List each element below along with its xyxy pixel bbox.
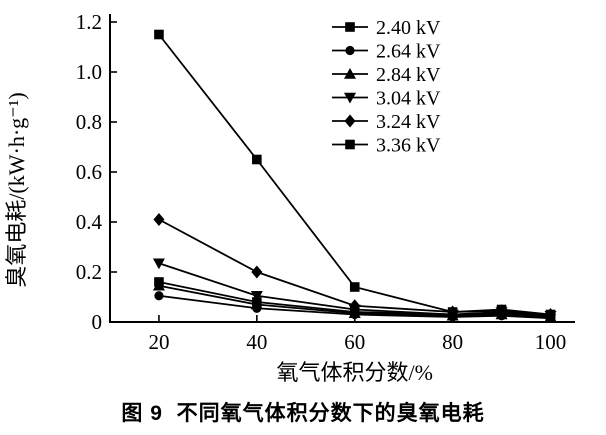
series-marker-triangle-up: [250, 298, 263, 310]
legend-label: 2.64 kV: [376, 41, 441, 63]
ozone-energy-chart: 20 40 60 80 100 0 0.2 0.4 0.6 0.8 1.0 1.2 氧气体积分数/% 臭氧…: [4, 10, 575, 385]
series-marker-circle: [345, 45, 355, 56]
legend-item: 3.04 kV: [332, 88, 441, 110]
x-tick-label: 40: [246, 330, 267, 354]
series-line: [158, 218, 551, 316]
series-marker-square: [345, 139, 355, 150]
legend-item: 2.84 kV: [332, 64, 441, 86]
series-line: [158, 262, 551, 317]
legend-item: 3.36 kV: [332, 135, 441, 157]
legend-label: 3.24 kV: [376, 111, 441, 133]
figure-caption: 图 9 不同氧气体积分数下的臭氧电耗: [121, 402, 485, 425]
x-tick-label: 20: [148, 330, 169, 354]
series-marker-triangle-down: [344, 92, 356, 104]
y-tick-label: 1.2: [76, 10, 102, 34]
y-tick-label: 0.8: [76, 110, 102, 134]
x-tick-label: 60: [344, 330, 365, 354]
series-marker-square: [496, 304, 507, 315]
legend-label: 3.36 kV: [376, 135, 441, 157]
y-tick-label: 0.6: [76, 160, 102, 184]
series-marker-diamond: [349, 299, 361, 313]
series-line: [158, 284, 551, 318]
series-marker-square: [545, 309, 556, 320]
series-marker-diamond: [251, 265, 263, 279]
legend: 2.40 kV2.64 kV2.84 kV3.04 kV3.24 kV3.36 …: [332, 17, 441, 157]
legend-item: 2.64 kV: [332, 41, 441, 63]
series-marker-square: [252, 154, 262, 165]
y-tick-label: 1.0: [76, 60, 102, 84]
legend-label: 2.40 kV: [376, 17, 441, 39]
y-tick-label: 0: [92, 310, 103, 334]
series-marker-triangle-up: [152, 279, 165, 291]
series-marker-triangle-up: [344, 68, 356, 79]
series-marker-triangle-down: [250, 290, 263, 302]
y-tick-label: 0.2: [76, 260, 102, 284]
series-3.24-kv: [153, 213, 557, 321]
x-tick-label: 80: [442, 330, 463, 354]
series-marker-triangle-down: [152, 258, 165, 270]
series-3.36-kv: [154, 29, 556, 320]
legend-label: 2.84 kV: [376, 64, 441, 86]
series-marker-square: [345, 22, 355, 32]
series-marker-diamond: [344, 114, 356, 128]
series-line: [158, 281, 551, 317]
legend-item: 3.24 kV: [332, 111, 441, 133]
x-axis-label: 氧气体积分数/%: [277, 360, 433, 385]
y-tick-label: 0.4: [76, 210, 103, 234]
legend-item: 2.40 kV: [332, 17, 441, 39]
series-marker-square: [447, 307, 458, 317]
series-line: [158, 294, 551, 320]
series-marker-circle: [154, 291, 164, 301]
series-marker-square: [349, 282, 360, 292]
series-line: [158, 33, 551, 316]
series-marker-diamond: [153, 213, 165, 226]
legend-label: 3.04 kV: [376, 88, 441, 110]
series-marker-square: [154, 29, 164, 40]
x-tick-label: 100: [535, 330, 567, 354]
y-axis-label: 臭氧电耗/(kW·h·g⁻¹): [4, 92, 29, 287]
